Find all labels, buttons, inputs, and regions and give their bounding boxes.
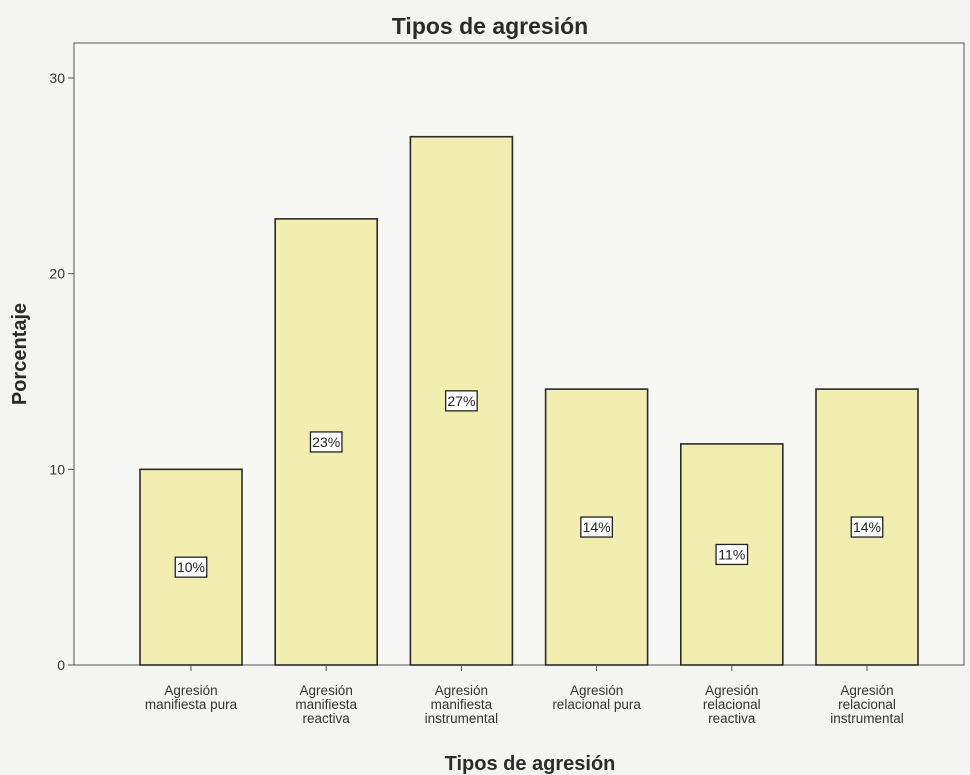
chart-title: Tipos de agresión [392,13,588,39]
data-label-box [444,390,478,412]
data-label: 14% [853,519,881,535]
y-tick-label: 0 [57,657,65,673]
data-label: 27% [447,393,475,409]
y-tick-label: 30 [49,70,65,86]
y-tick-label: 10 [49,461,65,477]
x-axis-title: Tipos de agresión [445,753,616,775]
x-tick-label: Agresión relacional instrumental [830,683,904,726]
y-axis-title: Porcentaje [9,303,31,405]
data-label-box [715,543,749,566]
data-label: 23% [312,434,340,450]
data-label: 14% [583,519,611,535]
y-axis: 0 10 20 30 [49,70,74,673]
data-label: 10% [177,559,205,575]
y-tick-label: 20 [49,266,65,282]
data-label-box [174,556,208,578]
data-label-box [580,516,613,538]
x-tick-label: Agresión relacional pura [552,683,641,712]
bars-group: 10% 23% 27% 14% 11% 14% [139,135,919,666]
data-label-box [850,516,884,538]
x-tick-label: Agresión manifiesta reactiva [295,683,357,726]
x-tick-label: Agresión manifiesta pura [145,683,238,712]
data-label: 11% [718,546,745,562]
x-tick-label: Agresión manifiesta instrumental [425,683,499,726]
data-label-box [309,431,343,453]
x-axis: Agresión manifiesta pura Agresión manifiest… [145,665,904,726]
x-tick-label: Agresión relacional reactiva [703,683,761,726]
